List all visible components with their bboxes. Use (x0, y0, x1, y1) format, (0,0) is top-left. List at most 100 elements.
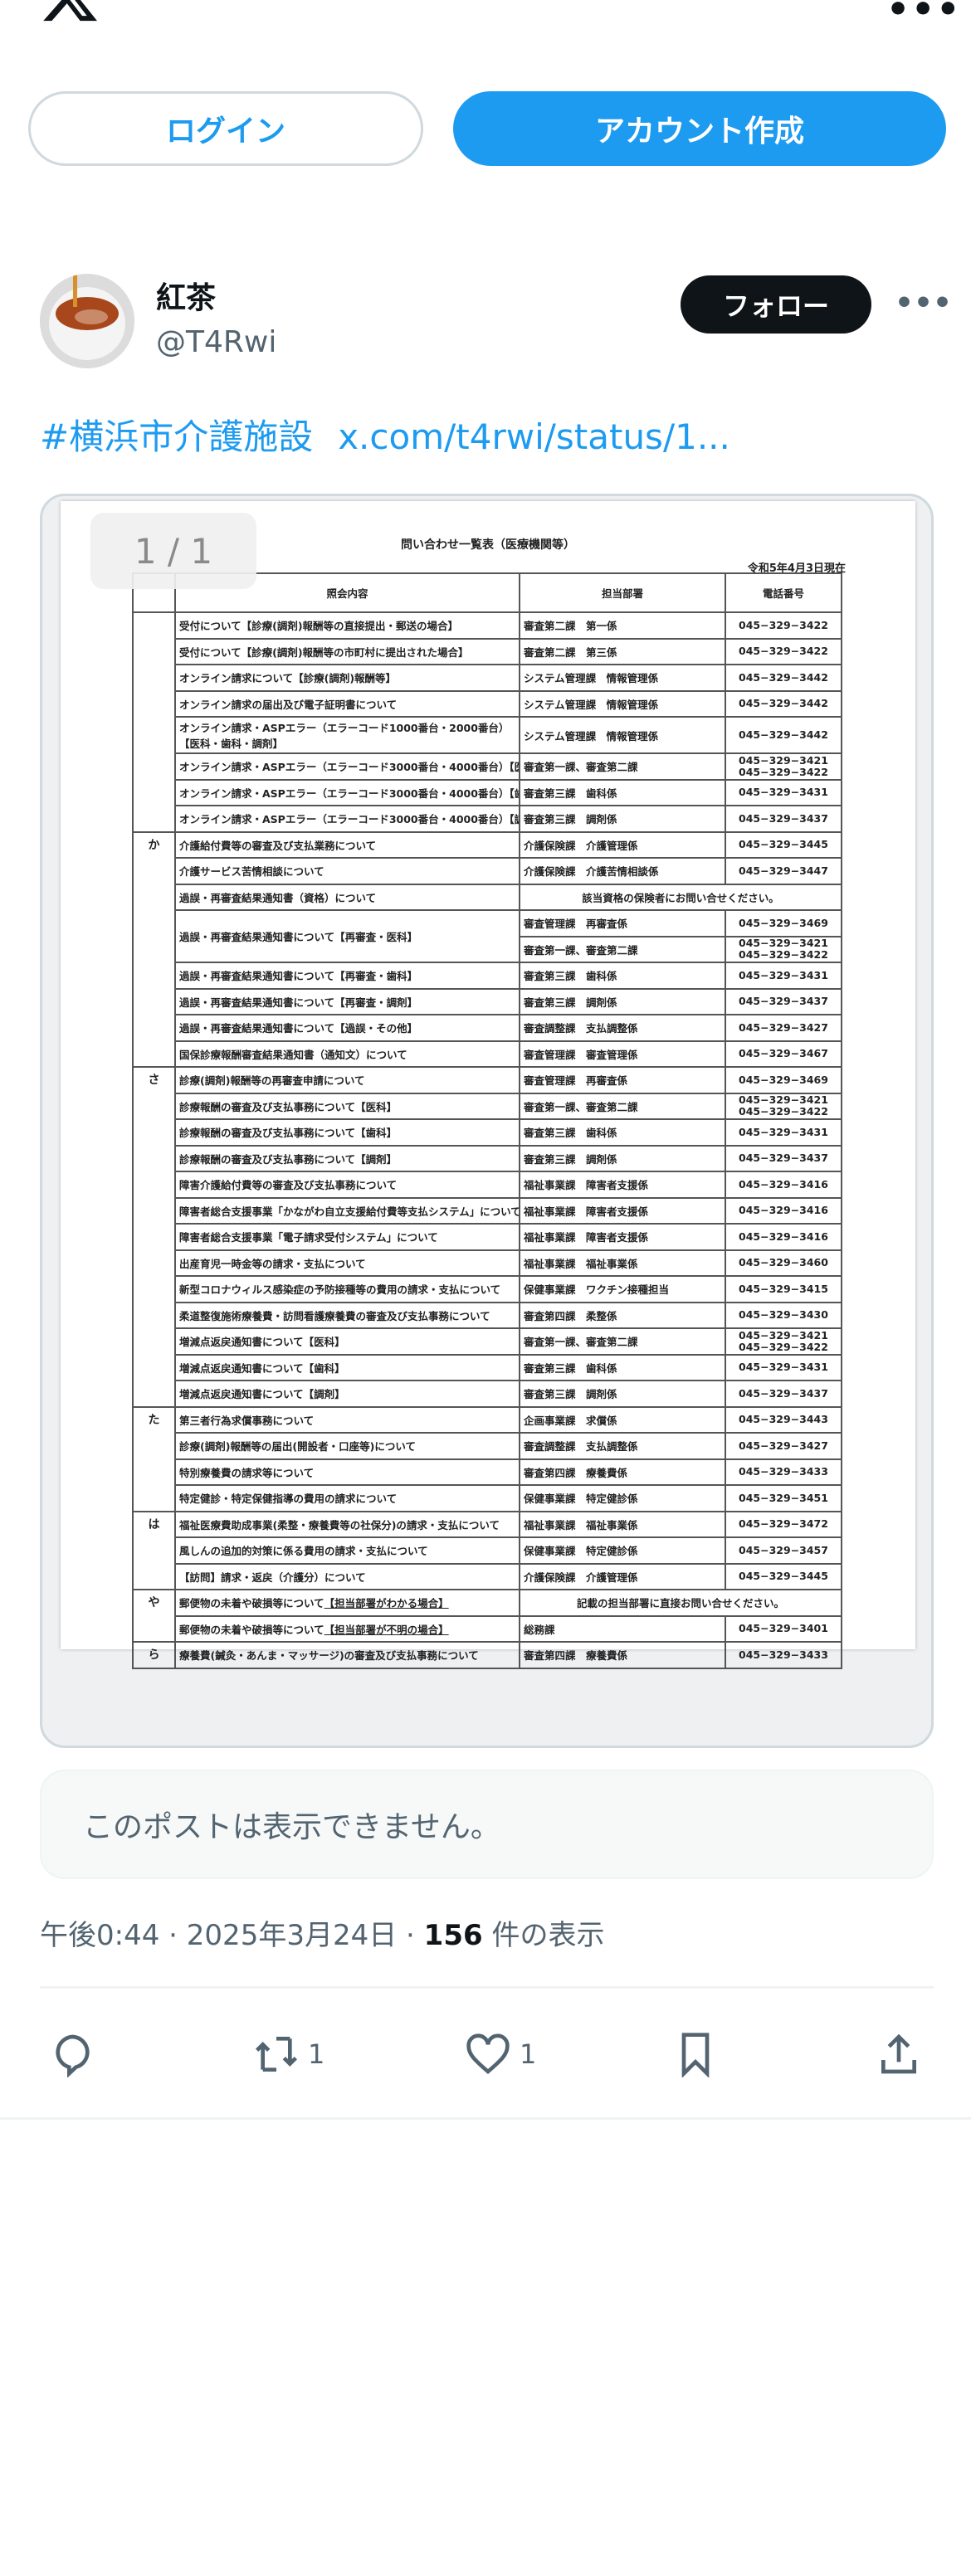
follow-button[interactable]: フォロー (681, 275, 871, 334)
table-row: 郵便物の未着や破損等について【担当部署が不明の場合】 総務課 045−329−340… (133, 1614, 842, 1643)
phone-number: 045−329−3445 (739, 838, 828, 851)
like-button[interactable]: 1 (465, 2031, 536, 2077)
department-cell: 総務課 (519, 1614, 726, 1643)
phone-number: 045−329−3416 (739, 1230, 828, 1243)
inquiry-text: 受付について【診療(調剤)報酬等の直接提出・郵送の場合】 (179, 620, 459, 633)
table-row: 過誤・再審査結果通知書について【再審査・歯科】 審査第三課 歯科係 045−329−… (133, 962, 842, 990)
views-count: 156 (423, 1919, 483, 1952)
bookmark-button[interactable] (672, 2031, 719, 2077)
phone-number: 045−329−3422 (739, 1340, 828, 1353)
department-cell: 企画事業課 求償係 (519, 1405, 726, 1434)
inquiry-cell: 過誤・再審査結果通知書（資格）について (174, 883, 520, 911)
department-cell: 審査管理課 再審査係 (519, 909, 726, 937)
share-button[interactable] (876, 2031, 922, 2077)
inquiry-cell: 風しんの追加的対策に係る費用の請求・支払について (174, 1536, 520, 1565)
phone-cell: 045−329−3422 (725, 637, 842, 665)
table-row: 診療(調剤)報酬等の届出(開設者・口座等)について 審査調整課 支払調整係 045−… (133, 1432, 842, 1460)
table-row: 過誤・再審査結果通知書について【再審査・医科】 審査管理課 再審査係 045−329… (133, 909, 842, 963)
inquiry-text: オンライン請求・ASPエラー（エラーコード3000番台・4000番台）【調剤】 (179, 813, 520, 826)
hashtag-link[interactable]: #横浜市介護施設 (40, 416, 314, 457)
inquiry-cell: 新型コロナウィルス感染症の予防接種等の費用の請求・支払について (174, 1275, 520, 1303)
inquiry-cell: 第三者行為求償事務について (174, 1405, 520, 1434)
section-label: た (132, 1405, 176, 1512)
phone-number: 045−329−3472 (739, 1517, 828, 1531)
department-cell: 保健事業課 特定健診係 (519, 1484, 726, 1512)
department-cell: 審査第一課、審査第二課 (519, 935, 726, 963)
avatar[interactable] (40, 274, 134, 368)
department-cell: 審査第一課、審査第二課 (519, 1327, 726, 1356)
phone-cell: 045−329−3427 (725, 1432, 842, 1460)
create-account-button[interactable]: アカウント作成 (453, 91, 946, 166)
phone-number: 045−329−3421 (739, 937, 828, 950)
table-row: 過誤・再審査結果通知書について【過誤・その他】 審査調整課 支払調整係 045−32… (133, 1014, 842, 1042)
inquiry-text: 過誤・再審査結果通知書（資格）について (179, 891, 377, 904)
login-button[interactable]: ログイン (28, 91, 423, 166)
table-row: 障害介護給付費等の審査及び支払事務について 福祉事業課 障害者支援係 045−329… (133, 1171, 842, 1199)
department-cell: 審査第四課 療養費係 (519, 1458, 726, 1486)
reply-button[interactable] (50, 2031, 96, 2077)
media-image[interactable]: 1 / 1 問い合わせ一覧表（医療機関等） 令和5年4月3日現在 照会内容 担当… (40, 494, 934, 1748)
phone-cell: 045−329−3437 (725, 1144, 842, 1172)
phone-cell: 045−329−3421 045−329−3422 (725, 935, 842, 963)
inquiry-cell: 【訪問】請求・返戻（介護分）について (174, 1562, 520, 1590)
inquiry-cell: 特別療養費の請求等について (174, 1458, 520, 1486)
phone-cell: 045−329−3437 (725, 987, 842, 1015)
phone-cell: 045−329−3416 (725, 1196, 842, 1225)
phone-number: 045−329−3433 (739, 1648, 828, 1661)
status-link[interactable]: x.com/t4rwi/status/1... (338, 416, 730, 457)
inquiry-cell: 診療(調剤)報酬等の届出(開設者・口座等)について (174, 1432, 520, 1460)
department-cell: 審査第四課 柔整係 (519, 1301, 726, 1329)
inquiry-cell: 過誤・再審査結果通知書について【再審査・調剤】 (174, 987, 520, 1015)
phone-cell: 045−329−3431 (725, 1353, 842, 1381)
heart-icon (466, 2033, 510, 2075)
department-cell: 福祉事業課 障害者支援係 (519, 1223, 726, 1251)
repost-icon (256, 2037, 297, 2072)
table-row: 国保診療報酬審査結果通知書（通知文）について 審査管理課 審査管理係 045−329… (133, 1040, 842, 1068)
phone-cell: 045−329−3437 (725, 1380, 842, 1408)
display-name[interactable]: 紅茶 (156, 281, 217, 315)
table-row: や郵便物の未着や破損等について【担当部署がわかる場合】 記載の担当部署に直接お問い… (132, 1589, 842, 1643)
table-row: さ診療(調剤)報酬等の再審査申請について 審査管理課 再審査係 045−329−34… (132, 1066, 842, 1408)
post-time[interactable]: 午後0:44 (40, 1919, 160, 1952)
phone-cell: 045−329−3467 (725, 1040, 842, 1068)
inquiry-text: 新型コロナウィルス感染症の予防接種等の費用の請求・支払について (179, 1283, 501, 1297)
inquiry-text: 過誤・再審査結果通知書について【再審査・歯科】 (179, 970, 418, 983)
inquiry-cell: 柔道整復施術療養費・訪問看護療養費の審査及び支払事務について (174, 1301, 520, 1329)
phone-cell: 045−329−3416 (725, 1223, 842, 1251)
phone-number: 045−329−3447 (739, 864, 828, 877)
inquiry-text: 第三者行為求償事務について (179, 1414, 315, 1427)
phone-number: 045−329−3422 (739, 765, 828, 778)
department-cell: システム管理課 情報管理係 (519, 716, 726, 754)
repost-button[interactable]: 1 (253, 2031, 324, 2077)
inquiry-text: 特定健診・特定保健指導の費用の請求について (179, 1493, 398, 1506)
table-row: 増減点返戻通知書について【歯科】 審査第三課 歯科係 045−329−3431 (133, 1353, 842, 1381)
post-date[interactable]: 2025年3月24日 (186, 1919, 398, 1952)
phone-cell: 045−329−3415 (725, 1275, 842, 1303)
department-cell: 審査第一課、審査第二課 (519, 752, 726, 781)
phone-number: 045−329−3431 (739, 786, 828, 799)
inquiry-text: 療養費(鍼灸・あんま・マッサージ)の審査及び支払事務について (179, 1649, 479, 1663)
phone-cell: 045−329−3442 (725, 664, 842, 692)
like-count: 1 (520, 2038, 537, 2070)
inquiry-text: 受付について【診療(調剤)報酬等の市町村に提出された場合】 (179, 645, 469, 659)
post-metadata: 午後0:44 · 2025年3月24日 · 156 件の表示 (40, 1919, 605, 1952)
phone-number: 045−329−3421 (739, 1328, 828, 1342)
tea-cup-image (40, 274, 134, 368)
user-handle[interactable]: @T4Rwi (156, 325, 277, 359)
more-options-icon[interactable]: ••• (886, 0, 962, 31)
unavailable-post-notice: このポストは表示できません。 (40, 1770, 934, 1879)
phone-number: 045−329−3421 (739, 753, 828, 767)
inquiry-cell: 障害者総合支援事業「電子請求受付システム」について (174, 1223, 520, 1251)
inquiry-cell: 介護サービス苦情相談について (174, 857, 520, 885)
phone-number: 045−329−3437 (739, 1152, 828, 1165)
phone-cell: 045−329−3447 (725, 857, 842, 885)
phone-number: 045−329−3422 (739, 618, 828, 631)
table-row: た第三者行為求償事務について 企画事業課 求償係 045−329−3443 (132, 1405, 842, 1512)
inquiry-cell: 増減点返戻通知書について【歯科】 (174, 1353, 520, 1381)
phone-cell: 045−329−3445 (725, 1562, 842, 1590)
inquiry-cell: 過誤・再審査結果通知書について【再審査・医科】 (174, 909, 520, 963)
x-logo-icon[interactable] (40, 0, 100, 27)
phone-cell: 045−329−3427 (725, 1014, 842, 1042)
table-row: 介護サービス苦情相談について 介護保険課 介護苦情相談係 045−329−3447 (133, 857, 842, 885)
post-more-icon[interactable]: ••• (895, 286, 953, 320)
